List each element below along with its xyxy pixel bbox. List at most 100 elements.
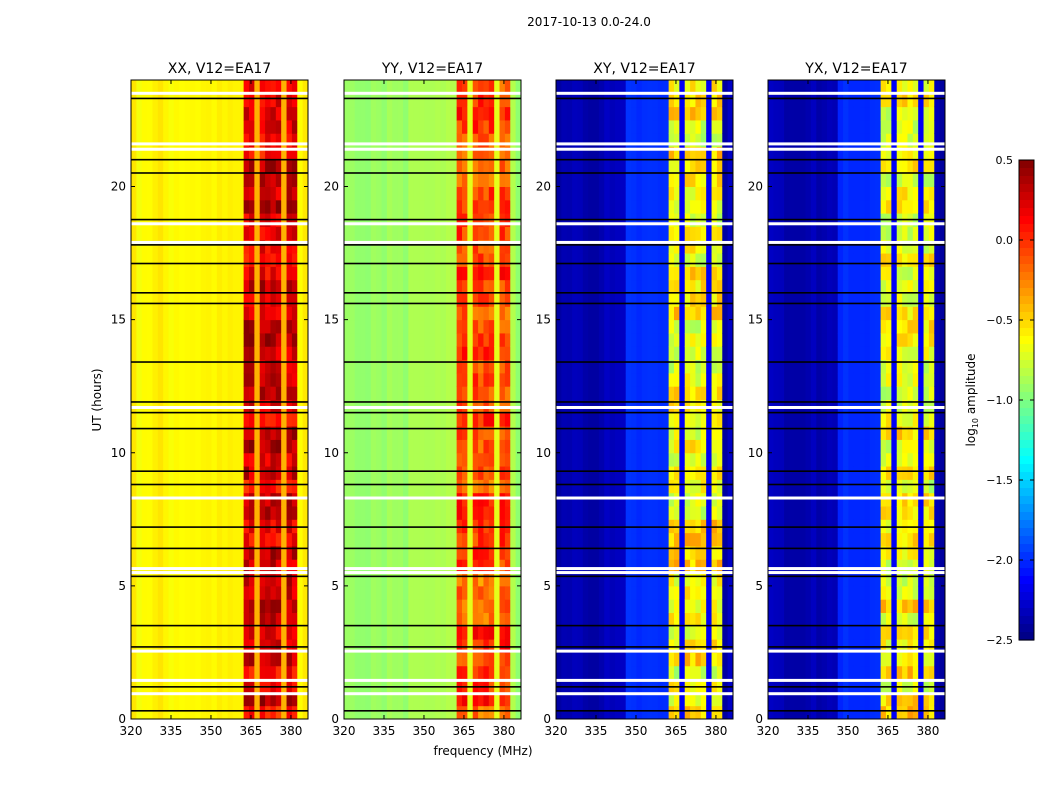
heatmap-cell: [179, 613, 185, 627]
heatmap-cell: [594, 160, 600, 174]
heatmap-cell: [254, 626, 260, 640]
heatmap-cell: [446, 559, 452, 573]
heatmap-cell: [238, 160, 244, 174]
heatmap-cell: [588, 107, 594, 121]
heatmap-cell: [260, 453, 266, 467]
heatmap-cell: [674, 413, 680, 427]
heatmap-cell: [653, 506, 659, 520]
heatmap-cell: [505, 93, 511, 107]
heatmap-cell: [768, 559, 774, 573]
heatmap-cell: [505, 386, 511, 400]
heatmap-cell: [717, 160, 723, 174]
heatmap-cell: [365, 187, 371, 201]
heatmap-cell: [451, 293, 457, 307]
heatmap-cell: [500, 439, 506, 453]
heatmap-cell: [610, 559, 616, 573]
heatmap-cell: [588, 293, 594, 307]
heatmap-cell: [663, 93, 669, 107]
heatmap-cell: [195, 559, 201, 573]
heatmap-cell: [430, 373, 436, 387]
heatmap-cell: [500, 120, 506, 134]
heatmap-cell: [594, 306, 600, 320]
heatmap-cell: [419, 439, 425, 453]
heatmap-cell: [658, 266, 664, 280]
heatmap-cell: [398, 346, 404, 360]
heatmap-cell: [441, 107, 447, 121]
heatmap-cell: [636, 599, 642, 613]
heatmap-cell: [281, 466, 287, 480]
heatmap-cell: [567, 200, 573, 214]
heatmap-cell: [706, 80, 712, 94]
heatmap-cell: [249, 506, 255, 520]
heatmap-cell: [489, 200, 495, 214]
heatmap-cell: [722, 253, 728, 267]
heatmap-cell: [360, 346, 366, 360]
heatmap-cell: [201, 626, 207, 640]
heatmap-cell: [147, 533, 153, 547]
heatmap-cell: [658, 573, 664, 587]
heatmap-cell: [588, 226, 594, 240]
heatmap-cell: [647, 666, 653, 680]
heatmap-cell: [451, 226, 457, 240]
heatmap-cell: [620, 533, 626, 547]
heatmap-cell: [572, 93, 578, 107]
heatmap-cell: [489, 666, 495, 680]
heatmap-cell: [620, 493, 626, 507]
y-tick-label: 5: [543, 579, 551, 593]
heatmap-cell: [147, 333, 153, 347]
heatmap-cell: [556, 599, 562, 613]
heatmap-cell: [556, 439, 562, 453]
heatmap-cell: [685, 107, 691, 121]
heatmap-cell: [642, 320, 648, 334]
heatmap-cell: [392, 386, 398, 400]
heatmap-cell: [233, 266, 239, 280]
heatmap-cell: [561, 599, 567, 613]
heatmap-cell: [387, 293, 393, 307]
heatmap-cell: [265, 120, 271, 134]
heatmap-cell: [179, 320, 185, 334]
x-tick-label: 350: [625, 724, 648, 738]
heatmap-cell: [233, 559, 239, 573]
heatmap-cell: [610, 626, 616, 640]
heatmap-cell: [663, 320, 669, 334]
heatmap-cell: [494, 266, 500, 280]
heatmap-cell: [211, 626, 217, 640]
heatmap-cell: [174, 386, 180, 400]
heatmap-cell: [712, 346, 718, 360]
heatmap-cell: [674, 346, 680, 360]
heatmap-cell: [344, 160, 350, 174]
heatmap-cell: [174, 613, 180, 627]
heatmap-cell: [478, 493, 484, 507]
heatmap-cell: [152, 413, 158, 427]
heatmap-cell: [190, 626, 196, 640]
heatmap-cell: [365, 533, 371, 547]
heatmap-cell: [371, 493, 377, 507]
heatmap-cell: [669, 706, 675, 720]
heatmap-cell: [577, 346, 583, 360]
heatmap-cell: [238, 453, 244, 467]
heatmap-cell: [583, 346, 589, 360]
heatmap-cell: [249, 373, 255, 387]
heatmap-cell: [706, 386, 712, 400]
heatmap-cell: [419, 373, 425, 387]
heatmap-cell: [382, 253, 388, 267]
heatmap-cell: [344, 120, 350, 134]
heatmap-cell: [679, 453, 685, 467]
heatmap-cell: [371, 386, 377, 400]
heatmap-cell: [717, 187, 723, 201]
heatmap-cell: [631, 453, 637, 467]
heatmap-cell: [489, 519, 495, 533]
heatmap-cell: [441, 666, 447, 680]
heatmap-cell: [169, 453, 175, 467]
heatmap-cell: [768, 533, 774, 547]
heatmap-cell: [371, 466, 377, 480]
heatmap-cell: [414, 333, 420, 347]
heatmap-cell: [567, 666, 573, 680]
heatmap-cell: [435, 453, 441, 467]
heatmap-cell: [572, 493, 578, 507]
heatmap-cell: [636, 93, 642, 107]
heatmap-cell: [355, 439, 361, 453]
heatmap-cell: [674, 187, 680, 201]
heatmap-cell: [270, 439, 276, 453]
heatmap-cell: [430, 306, 436, 320]
